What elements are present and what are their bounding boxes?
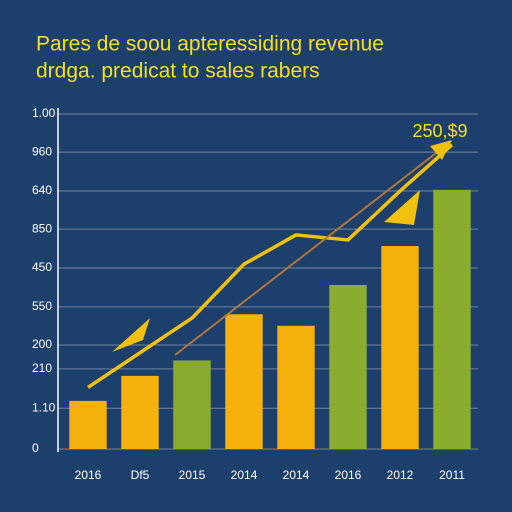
y-tick-label: 210 xyxy=(32,361,52,375)
y-tick-label: 450 xyxy=(32,260,52,274)
y-tick-label: 1.00 xyxy=(32,106,56,120)
x-tick-label: Df5 xyxy=(131,468,150,482)
bar xyxy=(69,400,107,449)
x-tick-label: 2014 xyxy=(231,468,258,482)
annotation: 250,$9 xyxy=(412,121,467,141)
bar xyxy=(329,284,367,449)
x-tick-label: 2012 xyxy=(387,468,414,482)
trend-line xyxy=(87,143,454,389)
marks xyxy=(69,143,471,449)
bar xyxy=(173,360,211,449)
chart-subtitle: drdga. predicat to sales rabers xyxy=(36,60,320,83)
x-tick-label: 2014 xyxy=(283,468,310,482)
decor-line xyxy=(174,149,441,356)
y-tick-label: 200 xyxy=(32,337,52,351)
chart-title: Pares de soou apteressiding revenue xyxy=(36,33,384,56)
arrow-head xyxy=(384,190,420,225)
bar xyxy=(381,246,419,449)
y-tick-label: 0 xyxy=(32,441,39,455)
bar xyxy=(277,325,315,449)
x-tick-label: 2015 xyxy=(179,468,206,482)
arrow-head xyxy=(430,140,452,160)
x-tick-label: 2016 xyxy=(335,468,362,482)
x-tick-label: 2011 xyxy=(439,468,465,482)
bar xyxy=(225,314,263,449)
arrow-head xyxy=(112,318,150,352)
y-tick-label: 550 xyxy=(32,299,52,313)
x-tick-label: 2016 xyxy=(75,468,102,482)
bar xyxy=(121,375,159,449)
bar xyxy=(433,189,471,449)
y-tick-label: 640 xyxy=(32,183,52,197)
y-tick-label: 960 xyxy=(32,144,52,158)
y-tick-label: 1.10 xyxy=(32,400,56,414)
y-tick-label: 850 xyxy=(32,221,52,235)
